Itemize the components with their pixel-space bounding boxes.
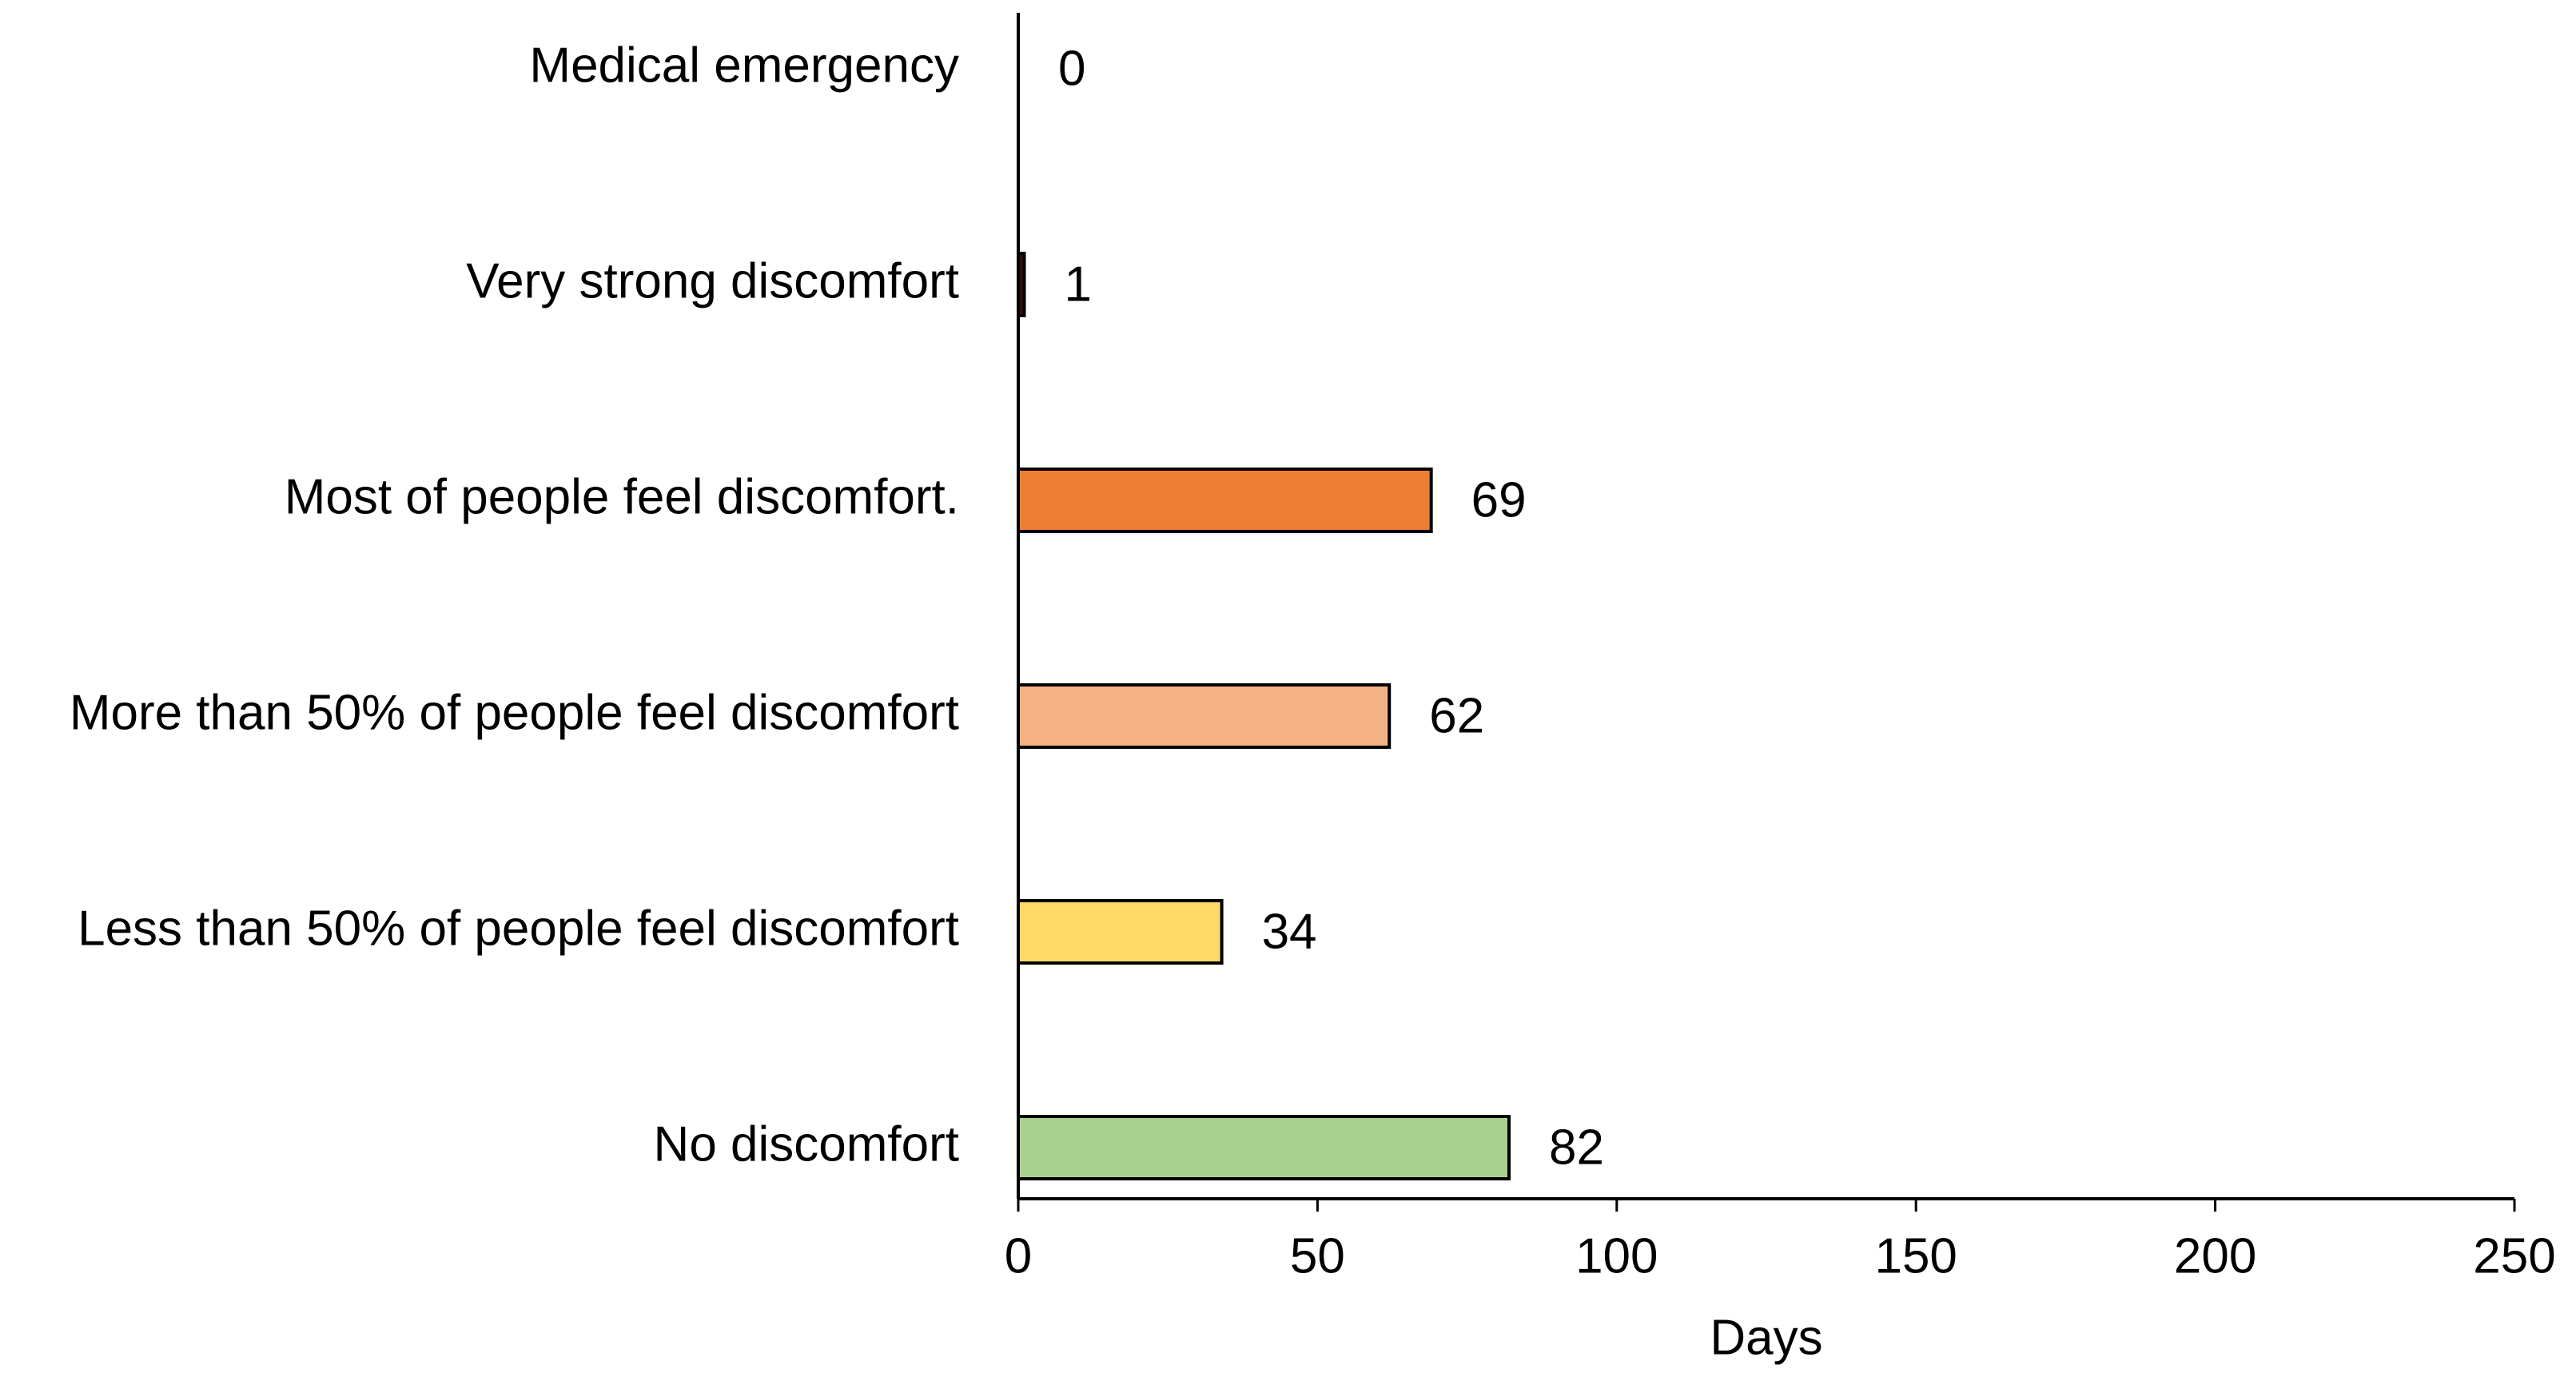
value-label: 0: [1058, 41, 1085, 96]
bar: [1017, 683, 1392, 749]
value-label: 62: [1429, 688, 1484, 743]
y-tick-label: Very strong discomfort: [466, 253, 959, 308]
y-tick-label: Less than 50% of people feel discomfort: [78, 901, 959, 956]
y-tick-label: Medical emergency: [529, 38, 959, 93]
bar: [1017, 468, 1433, 533]
value-label: 34: [1262, 904, 1317, 959]
x-tick-label: 50: [1290, 1228, 1345, 1283]
bar: [1017, 1115, 1511, 1180]
value-label: 1: [1064, 257, 1091, 312]
x-axis-label: Days: [1710, 1310, 1822, 1365]
y-tick-label: Most of people feel discomfort.: [285, 469, 959, 524]
y-tick-label: No discomfort: [654, 1116, 959, 1172]
x-tick-label: 150: [1874, 1228, 1957, 1283]
x-tick-label: 100: [1575, 1228, 1658, 1283]
value-label: 82: [1549, 1120, 1604, 1175]
bar: [1017, 899, 1224, 965]
x-tick-label: 0: [1005, 1228, 1032, 1283]
x-tick-label: 250: [2473, 1228, 2555, 1283]
y-tick-label: More than 50% of people feel discomfort: [70, 685, 959, 740]
value-label: 69: [1471, 472, 1527, 527]
x-tick-label: 200: [2174, 1228, 2256, 1283]
